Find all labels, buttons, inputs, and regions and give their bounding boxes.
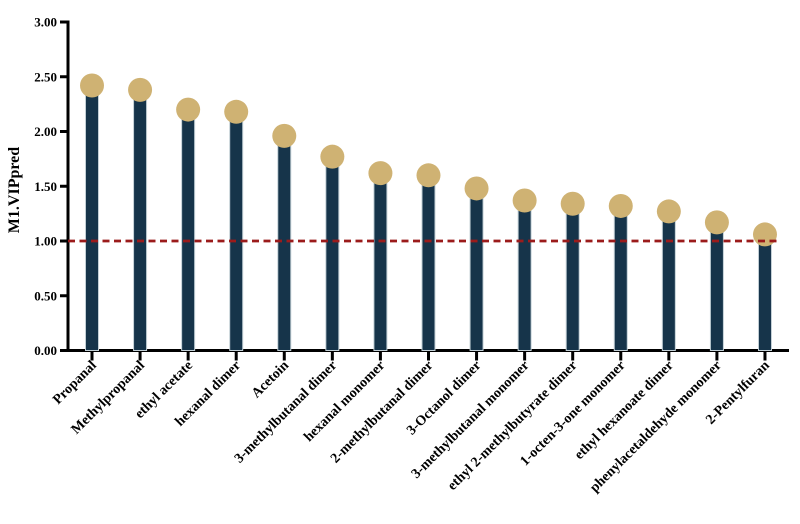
y-tick-label: 2.00 [34, 124, 57, 139]
bar [325, 160, 340, 351]
y-tick-label: 0.50 [34, 288, 57, 303]
bar-marker [464, 176, 489, 201]
bar [709, 225, 724, 351]
bar-marker [704, 210, 729, 235]
bar [517, 203, 532, 351]
bar [661, 214, 676, 351]
bar-marker [128, 77, 153, 102]
bar [757, 237, 772, 351]
bar [229, 115, 244, 352]
bar [85, 89, 99, 351]
bar [613, 209, 628, 351]
bar [133, 93, 148, 351]
bar [181, 113, 196, 351]
bar-marker [560, 191, 585, 216]
bar-marker [176, 97, 201, 122]
bar [565, 207, 580, 351]
bar [469, 191, 484, 351]
bar-marker [656, 199, 681, 224]
bar-marker [608, 193, 633, 218]
category-label: Propanal [50, 358, 100, 408]
bar [277, 139, 292, 351]
bar-marker [416, 163, 441, 188]
bar-marker [752, 222, 777, 247]
bar [373, 176, 388, 351]
category-label: Acetoin [249, 358, 292, 401]
bar [421, 178, 436, 351]
y-tick-label: 3.00 [34, 15, 57, 30]
category-label: hexanal monomer [301, 358, 388, 445]
bar-marker [224, 99, 249, 124]
bar-marker [320, 144, 345, 169]
y-tick-label: 1.50 [34, 179, 57, 194]
bar-marker [368, 161, 393, 186]
bar-marker [512, 188, 537, 213]
y-tick-label: 0.00 [34, 343, 57, 358]
bar-marker [80, 73, 104, 98]
y-tick-label: 2.50 [34, 69, 57, 84]
y-tick-label: 1.00 [34, 234, 57, 249]
y-axis-title: M1.VIPpred [6, 147, 23, 233]
bar-marker [272, 123, 297, 148]
